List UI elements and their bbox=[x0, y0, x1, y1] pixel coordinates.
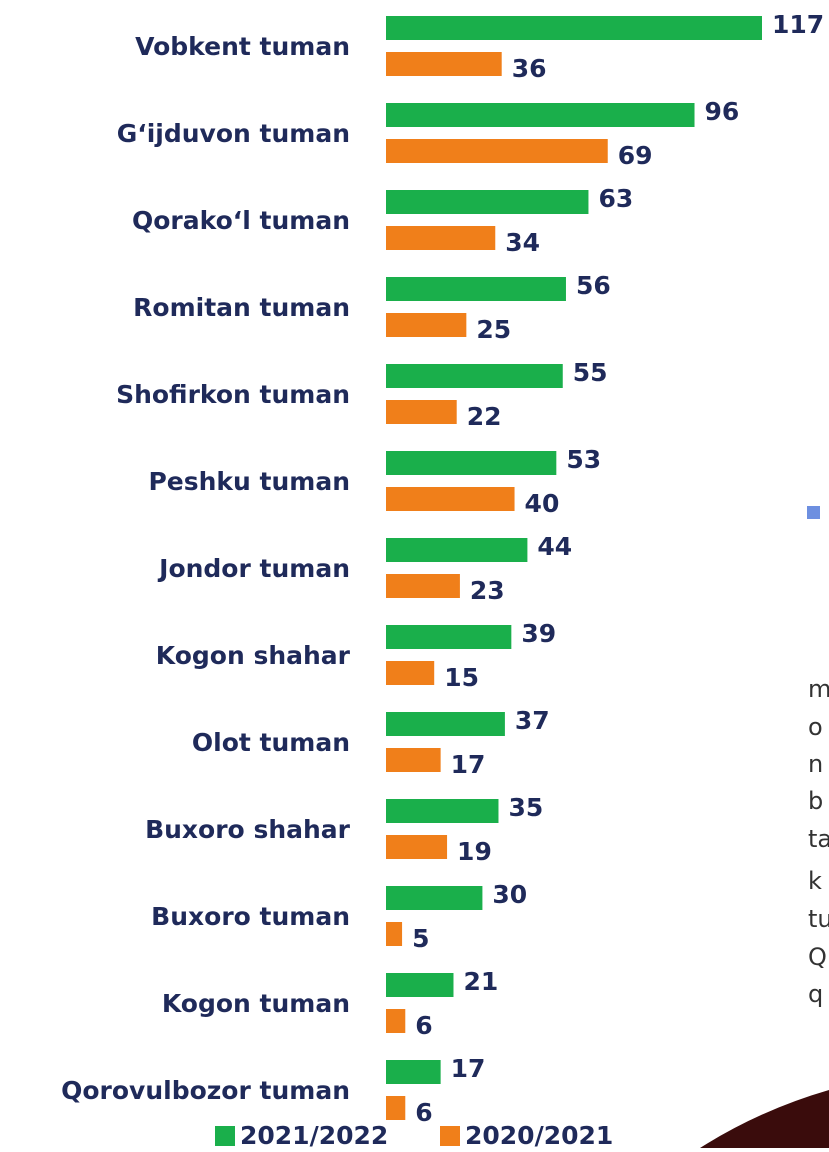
bar bbox=[386, 922, 403, 946]
legend-label: 2020/2021 bbox=[465, 1121, 613, 1148]
category-label: Kogon tuman bbox=[162, 989, 350, 1018]
category-label: Olot tuman bbox=[192, 728, 350, 757]
value-label: 39 bbox=[521, 619, 556, 648]
bar bbox=[386, 226, 496, 250]
bar bbox=[386, 1060, 441, 1084]
bar bbox=[386, 973, 454, 997]
value-label: 117 bbox=[772, 10, 824, 39]
bar bbox=[386, 313, 467, 337]
value-label: 25 bbox=[476, 315, 511, 344]
value-label: 96 bbox=[705, 97, 740, 126]
value-label: 19 bbox=[457, 837, 492, 866]
value-label: 30 bbox=[492, 880, 527, 909]
bar bbox=[386, 625, 512, 649]
value-label: 63 bbox=[598, 184, 633, 213]
value-label: 23 bbox=[470, 576, 505, 605]
bar bbox=[386, 712, 505, 736]
bar bbox=[386, 52, 502, 76]
bar bbox=[386, 400, 457, 424]
value-label: 34 bbox=[505, 228, 540, 257]
bar bbox=[386, 103, 695, 127]
bar bbox=[386, 364, 563, 388]
value-label: 40 bbox=[525, 489, 560, 518]
value-label: 36 bbox=[512, 54, 547, 83]
annotation: o bbox=[808, 713, 823, 741]
annotation: Q bbox=[808, 943, 827, 971]
bar bbox=[386, 1096, 406, 1120]
category-label: Kogon shahar bbox=[156, 641, 351, 670]
bar bbox=[386, 190, 589, 214]
bar bbox=[386, 661, 435, 685]
category-label: Vobkent tuman bbox=[135, 32, 350, 61]
bar bbox=[386, 886, 483, 910]
category-label: Jondor tuman bbox=[157, 554, 350, 583]
annotation: n bbox=[808, 750, 823, 778]
annotation: b bbox=[808, 787, 823, 815]
bar bbox=[386, 487, 515, 511]
value-label: 5 bbox=[412, 924, 429, 953]
annotation: m bbox=[808, 675, 829, 703]
decor-square bbox=[807, 506, 820, 519]
bar bbox=[386, 16, 762, 40]
value-label: 17 bbox=[451, 750, 486, 779]
category-label: G‘ijduvon tuman bbox=[117, 119, 350, 148]
legend-label: 2021/2022 bbox=[240, 1121, 388, 1148]
category-label: Buxoro shahar bbox=[145, 815, 351, 844]
legend-swatch bbox=[215, 1126, 235, 1146]
bar bbox=[386, 574, 460, 598]
category-label: Qorovulbozor tuman bbox=[61, 1076, 350, 1105]
category-label: Romitan tuman bbox=[133, 293, 350, 322]
value-label: 35 bbox=[508, 793, 543, 822]
decor-shape bbox=[700, 1090, 829, 1148]
legend-swatch bbox=[440, 1126, 460, 1146]
bar bbox=[386, 277, 566, 301]
value-label: 21 bbox=[463, 967, 498, 996]
bar bbox=[386, 748, 441, 772]
value-label: 6 bbox=[415, 1011, 432, 1040]
bar bbox=[386, 451, 557, 475]
category-label: Shofirkon tuman bbox=[116, 380, 350, 409]
annotation: tu bbox=[808, 905, 829, 933]
bar bbox=[386, 538, 528, 562]
bar bbox=[386, 139, 608, 163]
bar bbox=[386, 835, 448, 859]
category-label: Buxoro tuman bbox=[151, 902, 350, 931]
value-label: 6 bbox=[415, 1098, 432, 1127]
bar bbox=[386, 799, 499, 823]
annotation: q bbox=[808, 980, 823, 1008]
value-label: 22 bbox=[467, 402, 502, 431]
value-label: 55 bbox=[573, 358, 608, 387]
bar bbox=[386, 1009, 406, 1033]
value-label: 17 bbox=[451, 1054, 486, 1083]
value-label: 53 bbox=[566, 445, 601, 474]
value-label: 56 bbox=[576, 271, 611, 300]
value-label: 37 bbox=[515, 706, 550, 735]
annotation: k bbox=[808, 867, 822, 895]
value-label: 44 bbox=[537, 532, 572, 561]
annotation: ta bbox=[808, 825, 829, 853]
category-label: Qorako‘l tuman bbox=[132, 206, 350, 235]
category-label: Peshku tuman bbox=[148, 467, 350, 496]
value-label: 69 bbox=[618, 141, 653, 170]
value-label: 15 bbox=[444, 663, 479, 692]
